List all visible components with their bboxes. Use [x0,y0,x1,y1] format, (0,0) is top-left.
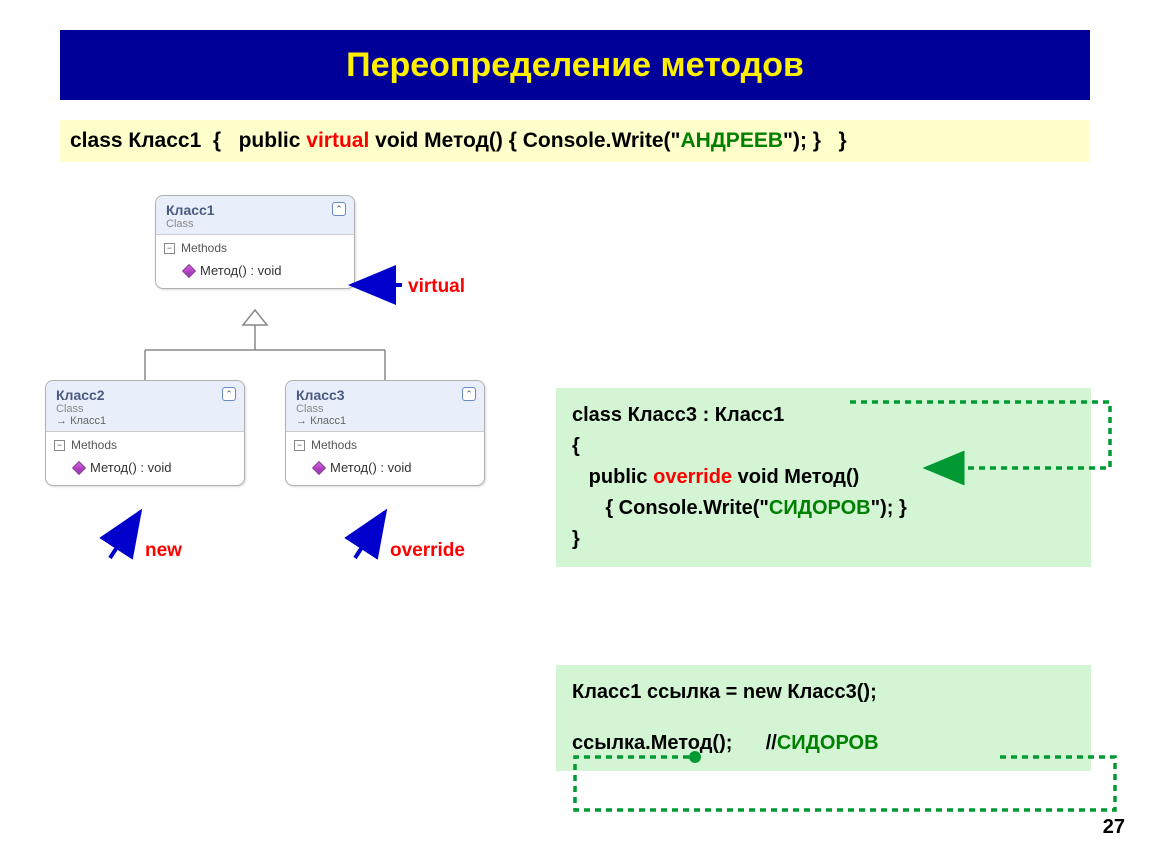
minus-icon: − [54,440,65,451]
anno-virtual: virtual [408,276,465,298]
uml-class2-method: Метод() : void [46,456,244,485]
uml-class2-header: Класс2 Class → Класс1 ⌃ [46,381,244,431]
uml-class3-name: Класс3 [296,387,474,403]
method-icon [182,263,196,277]
page-number: 27 [1103,816,1125,839]
uml-class1-name: Класс1 [166,202,344,218]
cb1-l3: public override void Метод() [572,462,1075,493]
uml-class1: Класс1 Class ⌃ − Methods Метод() : void [155,195,355,289]
minus-icon: − [164,243,175,254]
uml-class3-section-hdr: − Methods [286,432,484,456]
uml-class1-method-text: Метод() : void [200,263,281,278]
uml-class3-method: Метод() : void [286,456,484,485]
chevron-up-icon: ⌃ [222,387,236,401]
uml-class2-method-text: Метод() : void [90,460,171,475]
cb2-gap [572,708,1075,728]
uml-class2-name: Класс2 [56,387,234,403]
uml-class1-section-hdr: − Methods [156,235,354,259]
uml-class1-type: Class [166,218,344,230]
uml-class2-section: − Methods Метод() : void [46,431,244,485]
cb1-l4: { Console.Write("СИДОРОВ"); } [572,493,1075,524]
minus-icon: − [294,440,305,451]
uml-class3: Класс3 Class → Класс1 ⌃ − Methods Метод(… [285,380,485,486]
uml-class1-section: − Methods Метод() : void [156,234,354,288]
uml-class2-section-hdr: − Methods [46,432,244,456]
codeblock-override: class Класс3 : Класс1 { public override … [556,388,1091,567]
code1-p3: "); } } [783,129,847,153]
method-icon [312,460,326,474]
cb2-l1: Класс1 ссылка = new Класс3(); [572,677,1075,708]
uml-class3-section: − Methods Метод() : void [286,431,484,485]
cb1-l1: class Класс3 : Класс1 [572,400,1075,431]
uml-class1-header: Класс1 Class ⌃ [156,196,354,234]
uml-class2-type: Class [56,403,234,415]
uml-class2: Класс2 Class → Класс1 ⌃ − Methods Метод(… [45,380,245,486]
uml-class3-header: Класс3 Class → Класс1 ⌃ [286,381,484,431]
uml-class3-method-text: Метод() : void [330,460,411,475]
slide-title-text: Переопределение методов [346,46,804,85]
uml-class2-inherits: → Класс1 [56,415,234,427]
chevron-up-icon: ⌃ [462,387,476,401]
uml-class3-type: Class [296,403,474,415]
codeblock-usage: Класс1 ссылка = new Класс3(); ссылка.Мет… [556,665,1091,771]
slide-title: Переопределение методов [60,30,1090,100]
uml-class1-section-label: Methods [181,241,227,255]
uml-class3-section-label: Methods [311,438,357,452]
code1-green: АНДРЕЕВ [681,129,783,153]
uml-class3-inherits: → Класс1 [296,415,474,427]
code1-p1: class Класс1 { public [70,129,306,153]
method-icon [72,460,86,474]
code1-virtual: virtual [306,129,369,153]
cb1-l5: } [572,524,1075,555]
anno-override: override [390,540,465,562]
cb2-l2: ссылка.Метод(); //СИДОРОВ [572,728,1075,759]
cb1-l2: { [572,431,1075,462]
chevron-up-icon: ⌃ [332,202,346,216]
code-line-top: class Класс1 { public virtual void Метод… [60,120,1090,162]
code1-p2: void Метод() { Console.Write(" [369,129,680,153]
anno-new: new [145,540,182,562]
uml-class1-method: Метод() : void [156,259,354,288]
uml-class2-section-label: Methods [71,438,117,452]
